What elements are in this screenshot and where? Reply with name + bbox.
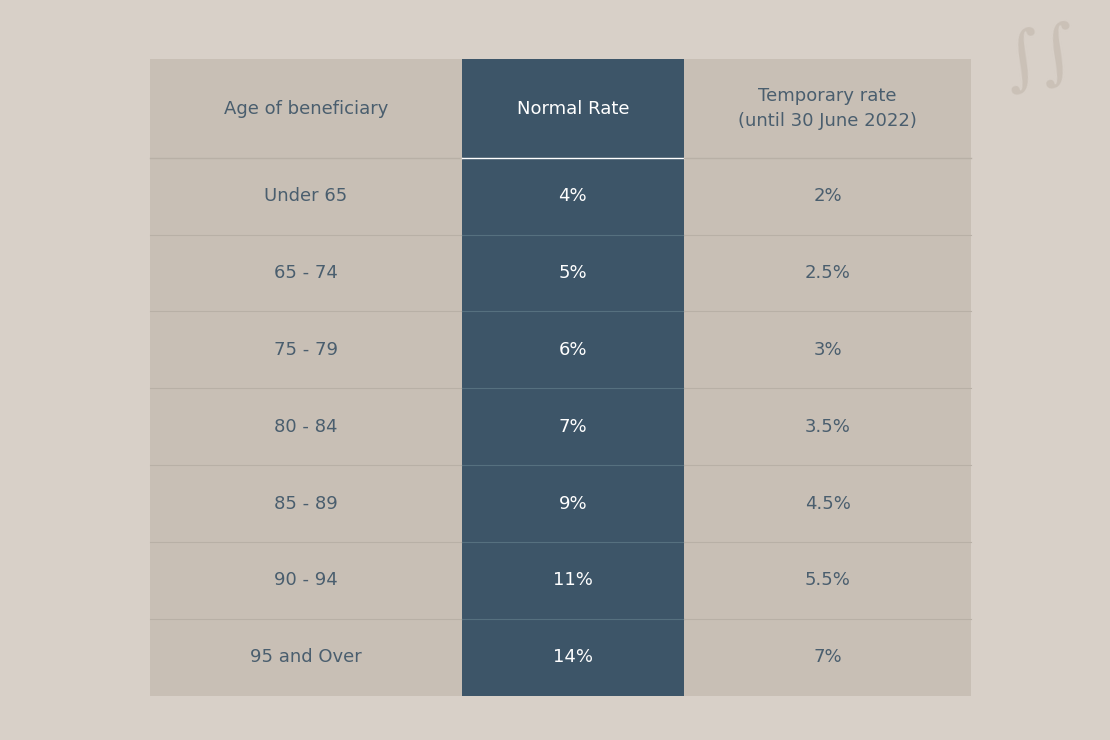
Text: Normal Rate: Normal Rate	[516, 99, 629, 118]
Bar	[462, 465, 684, 542]
Text: 11%: 11%	[553, 571, 593, 589]
Text: 6%: 6%	[558, 341, 587, 359]
Text: 90 - 94: 90 - 94	[274, 571, 337, 589]
Bar	[684, 542, 971, 619]
Bar	[150, 312, 462, 388]
Text: 9%: 9%	[558, 494, 587, 513]
Bar	[462, 542, 684, 619]
Text: 4%: 4%	[558, 187, 587, 205]
Text: 95 and Over: 95 and Over	[250, 648, 362, 666]
Text: 65 - 74: 65 - 74	[274, 264, 337, 282]
Bar	[684, 158, 971, 235]
Bar	[150, 388, 462, 465]
Bar	[684, 312, 971, 388]
Text: 80 - 84: 80 - 84	[274, 417, 337, 436]
Text: 85 - 89: 85 - 89	[274, 494, 337, 513]
Bar	[462, 388, 684, 465]
Text: 7%: 7%	[558, 417, 587, 436]
Bar	[684, 619, 971, 696]
Bar	[462, 235, 684, 312]
Bar	[150, 465, 462, 542]
Bar	[462, 59, 684, 158]
Text: ∫∫: ∫∫	[999, 18, 1082, 97]
Text: 3.5%: 3.5%	[805, 417, 850, 436]
Bar	[684, 59, 971, 158]
Bar	[150, 235, 462, 312]
Bar	[684, 388, 971, 465]
Text: 14%: 14%	[553, 648, 593, 666]
Text: 3%: 3%	[814, 341, 841, 359]
Text: Age of beneficiary: Age of beneficiary	[224, 99, 388, 118]
Text: 75 - 79: 75 - 79	[274, 341, 337, 359]
Text: 5%: 5%	[558, 264, 587, 282]
Bar	[684, 235, 971, 312]
Bar	[150, 542, 462, 619]
Bar	[150, 59, 462, 158]
Bar	[150, 619, 462, 696]
Text: 2.5%: 2.5%	[805, 264, 850, 282]
Text: 5.5%: 5.5%	[805, 571, 850, 589]
Bar	[684, 465, 971, 542]
Bar	[462, 158, 684, 235]
Text: 2%: 2%	[814, 187, 841, 205]
Bar	[462, 619, 684, 696]
Text: Under 65: Under 65	[264, 187, 347, 205]
Text: Temporary rate
(until 30 June 2022): Temporary rate (until 30 June 2022)	[738, 87, 917, 130]
Text: 4.5%: 4.5%	[805, 494, 850, 513]
Bar	[462, 312, 684, 388]
Text: 7%: 7%	[814, 648, 841, 666]
Bar	[150, 158, 462, 235]
